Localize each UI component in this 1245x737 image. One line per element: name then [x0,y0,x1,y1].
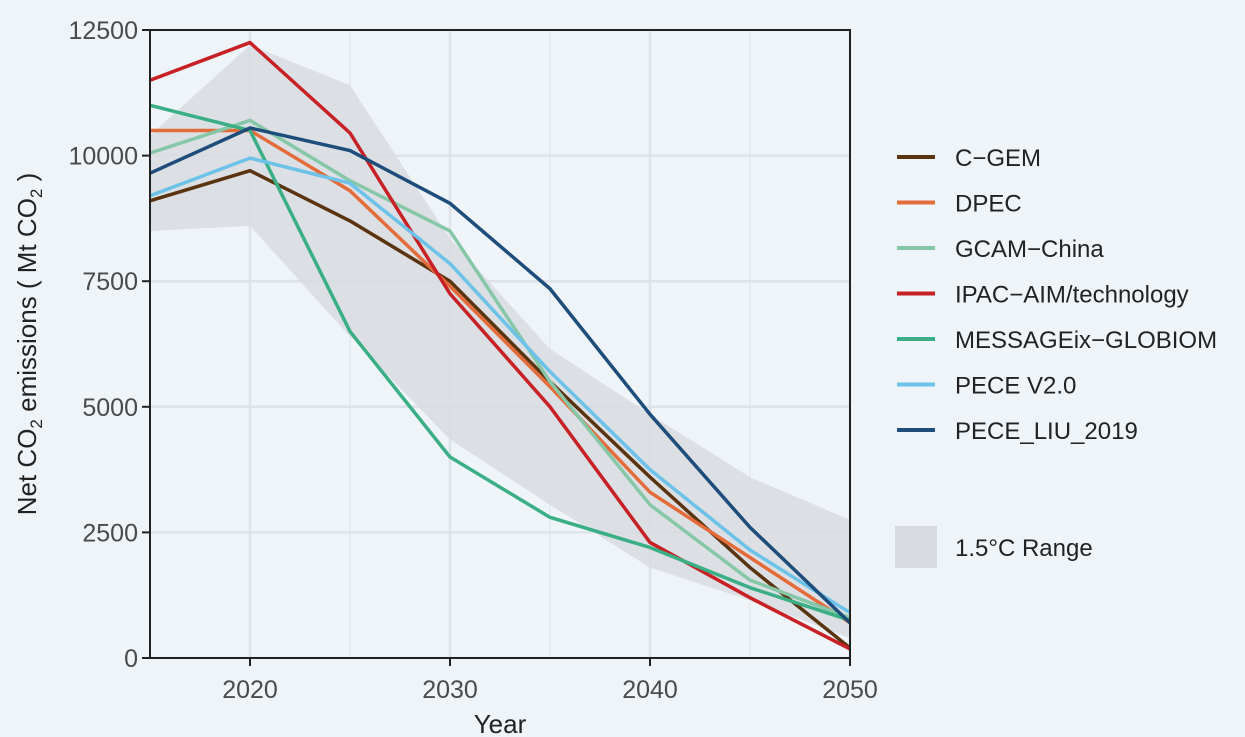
y-axis-title-part: 2 [27,189,46,198]
series-line [150,128,851,625]
x-tick-label: 2030 [422,676,478,704]
legend-range-swatch [895,526,937,568]
series-lines [149,40,852,651]
legend-label: MESSAGEix−GLOBIOM [955,327,1217,354]
legend-label: GCAM−China [955,236,1104,263]
y-tick-label: 7500 [82,268,138,296]
axes [142,29,851,666]
legend-range-label: 1.5°C Range [955,535,1093,562]
series-line [149,126,852,625]
series-line [149,40,851,651]
y-tick-label: 2500 [82,519,138,547]
plot-frame [149,29,851,659]
y-axis-title-part: 2 [27,419,46,428]
tick-labels: 2020 2030 2040 2050 0 2500 5000 7500 10000 12500 [68,17,877,704]
x-tick-label: 2020 [222,676,278,704]
legend: C−GEM DPEC GCAM−China IPAC−AIM/technology ME… [895,145,1217,568]
legend-label: DPEC [955,191,1022,218]
y-tick-label: 10000 [68,143,138,171]
y-axis-title-part: ) [12,173,42,189]
legend-label: PECE_LIU_2019 [955,418,1138,445]
x-axis-title: Year [474,709,527,737]
series-line [149,156,851,615]
y-axis-title-part: emissions ( Mt CO [12,198,42,419]
y-axis-title-part: Net CO [12,429,42,516]
legend-label: IPAC−AIM/technology [955,282,1189,309]
legend-label: C−GEM [955,145,1041,172]
y-tick-label: 5000 [82,394,138,422]
x-tick-label: 2040 [622,676,678,704]
series-line [149,168,852,650]
x-tick-label: 2050 [822,676,878,704]
legend-label: PECE V2.0 [955,373,1076,400]
y-tick-label: 12500 [68,17,138,45]
y-tick-label: 0 [124,645,138,673]
y-axis-title: Net CO2 emissions ( Mt CO2 ) [12,173,46,516]
